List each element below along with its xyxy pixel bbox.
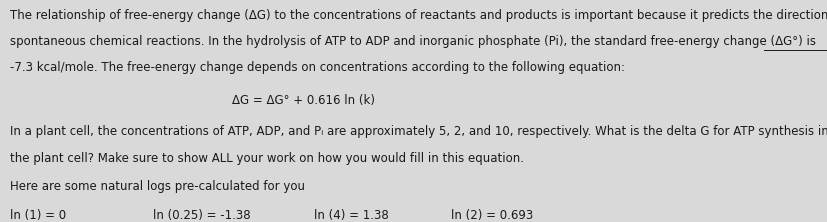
Text: -7.3 kcal/mole. The free-energy change depends on concentrations according to th: -7.3 kcal/mole. The free-energy change d… <box>10 61 625 74</box>
Text: Here are some natural logs pre-calculated for you: Here are some natural logs pre-calculate… <box>10 180 305 193</box>
Text: ln (1) = 0: ln (1) = 0 <box>10 209 66 222</box>
Text: the plant cell? Make sure to show ALL your work on how you would fill in this eq: the plant cell? Make sure to show ALL yo… <box>10 152 524 165</box>
Text: ln (0.25) = -1.38: ln (0.25) = -1.38 <box>153 209 251 222</box>
Text: ln (2) = 0.693: ln (2) = 0.693 <box>451 209 533 222</box>
Text: ln (4) = 1.38: ln (4) = 1.38 <box>314 209 389 222</box>
Text: In a plant cell, the concentrations of ATP, ADP, and Pᵢ are approximately 5, 2, : In a plant cell, the concentrations of A… <box>10 125 827 139</box>
Text: spontaneous chemical reactions. In the hydrolysis of ATP to ADP and inorganic ph: spontaneous chemical reactions. In the h… <box>10 35 816 48</box>
Text: ΔG = ΔG° + 0.616 ln (k): ΔG = ΔG° + 0.616 ln (k) <box>232 94 375 107</box>
Text: The relationship of free-energy change (ΔG) to the concentrations of reactants a: The relationship of free-energy change (… <box>10 9 827 22</box>
